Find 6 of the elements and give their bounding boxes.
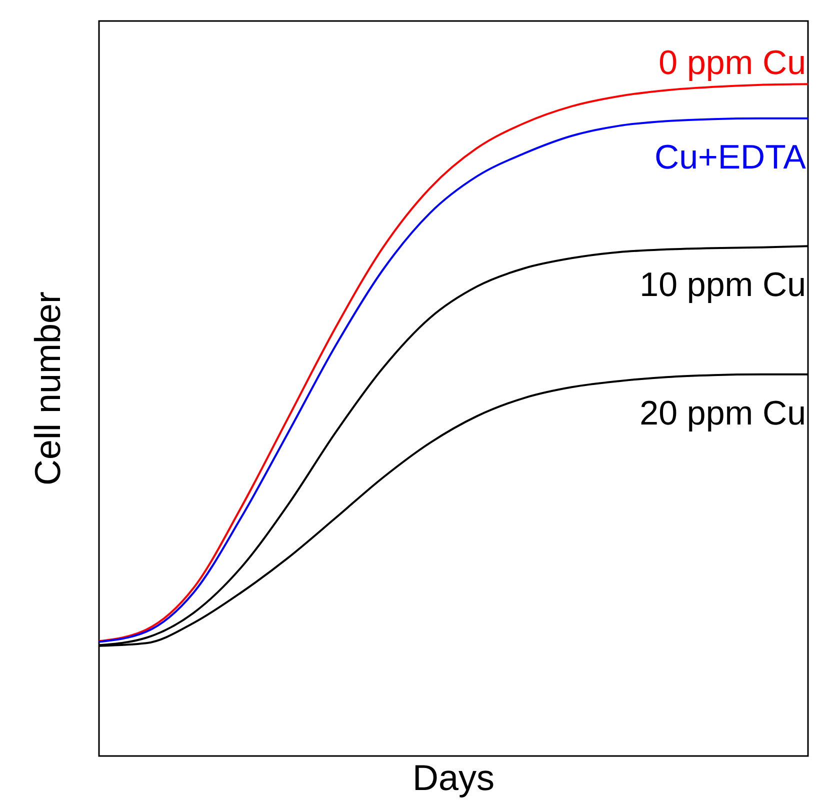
series-label: 0 ppm Cu bbox=[658, 44, 806, 82]
x-axis-title: Days bbox=[412, 757, 495, 798]
series-label: 10 ppm Cu bbox=[640, 266, 806, 304]
series-label: Cu+EDTA bbox=[654, 138, 806, 176]
series-label: 20 ppm Cu bbox=[640, 394, 806, 432]
y-axis-title: Cell number bbox=[27, 291, 68, 486]
